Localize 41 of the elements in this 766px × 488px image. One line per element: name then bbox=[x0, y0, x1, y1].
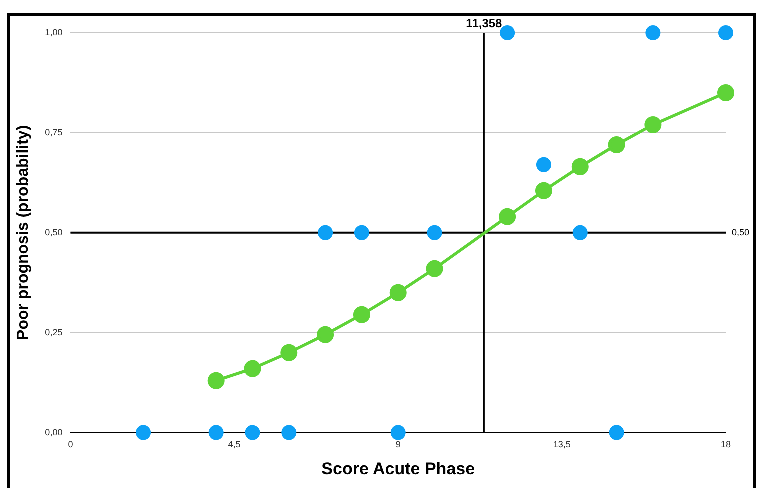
point bbox=[536, 157, 552, 172]
point bbox=[353, 306, 370, 324]
x-tick-label: 18 bbox=[720, 440, 732, 450]
x-tick-label: 9 bbox=[396, 440, 401, 450]
point bbox=[317, 326, 334, 344]
y-tick-label: 0,50 bbox=[45, 227, 63, 238]
x-tick-label: 0 bbox=[68, 440, 74, 450]
x-tick-label: 4,5 bbox=[228, 440, 241, 450]
point bbox=[718, 84, 734, 102]
point bbox=[644, 116, 662, 134]
ref-line-label: 11,358 bbox=[466, 16, 503, 30]
x-axis-title: Score Acute Phase bbox=[322, 459, 476, 478]
point bbox=[500, 26, 516, 40]
point bbox=[208, 425, 224, 440]
point bbox=[608, 136, 626, 154]
point bbox=[499, 208, 516, 226]
y-tick-label: 0,75 bbox=[45, 127, 63, 138]
point bbox=[535, 182, 552, 200]
point bbox=[572, 225, 588, 240]
ref-line-label: 0,50 bbox=[732, 227, 750, 238]
point bbox=[208, 372, 225, 390]
point bbox=[609, 425, 624, 440]
point bbox=[244, 360, 262, 378]
point bbox=[718, 26, 734, 40]
point bbox=[136, 425, 152, 440]
point bbox=[572, 158, 589, 176]
point bbox=[354, 225, 370, 240]
point bbox=[646, 26, 661, 40]
point bbox=[245, 425, 260, 440]
point bbox=[280, 344, 298, 362]
x-tick-label: 13,5 bbox=[553, 440, 571, 450]
point bbox=[390, 284, 407, 302]
point bbox=[282, 425, 297, 440]
point bbox=[318, 225, 334, 240]
point bbox=[390, 425, 406, 440]
y-tick-label: 1,00 bbox=[45, 27, 63, 38]
y-axis-title: Poor prognosis (probability) bbox=[15, 125, 32, 340]
y-tick-label: 0,00 bbox=[45, 427, 63, 438]
y-tick-label: 0,25 bbox=[45, 327, 63, 338]
point bbox=[427, 225, 442, 240]
point bbox=[426, 260, 444, 278]
